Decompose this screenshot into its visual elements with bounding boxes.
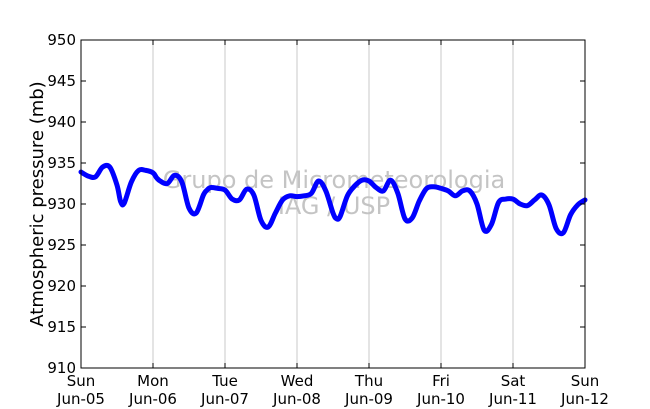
x-tick-day-7: Sun [571,372,600,390]
x-tick-day-0: Sun [67,372,96,390]
y-tick-label-6: 940 [47,113,76,131]
x-axis-ticks: SunJun-05MonJun-06TueJun-07WedJun-08ThuJ… [56,40,609,408]
x-tick-date-3: Jun-08 [272,390,321,408]
x-tick-date-2: Jun-07 [200,390,249,408]
x-tick-date-6: Jun-11 [488,390,537,408]
y-axis-label: Atmospheric pressure (mb) [27,81,48,326]
x-tick-date-1: Jun-06 [128,390,177,408]
x-tick-day-4: Thu [354,372,383,390]
grid-lines [152,40,514,368]
y-tick-label-7: 945 [47,72,76,90]
x-tick-day-2: Tue [211,372,238,390]
x-tick-day-3: Wed [281,372,314,390]
y-tick-label-5: 935 [47,154,76,172]
series-line-0 [78,162,588,237]
x-tick-day-6: Sat [501,372,526,390]
y-tick-label-2: 920 [47,277,76,295]
y-tick-label-1: 915 [47,318,76,336]
x-tick-date-0: Jun-05 [56,390,105,408]
y-tick-label-4: 930 [47,195,76,213]
x-tick-date-7: Jun-12 [560,390,609,408]
x-tick-day-1: Mon [137,372,169,390]
x-tick-day-5: Fri [432,372,450,390]
y-tick-label-3: 925 [47,236,76,254]
series-layer [78,162,588,237]
y-tick-label-8: 950 [47,31,76,49]
y-axis-ticks: 910 915 920 925 930 935 940 945 950 [47,31,585,377]
y-tick-label-0: 910 [47,359,76,377]
x-tick-date-4: Jun-09 [344,390,393,408]
x-tick-date-5: Jun-10 [416,390,465,408]
